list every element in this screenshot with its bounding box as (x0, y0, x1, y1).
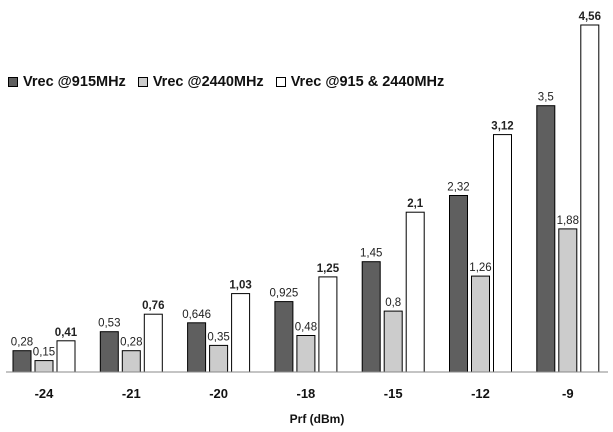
bar-s0-c5 (449, 195, 468, 373)
bar-s0-c4 (361, 261, 381, 373)
legend-item-915: Vrec @915MHz (8, 74, 126, 90)
bar-s0-c0 (12, 350, 32, 373)
data-label-s2-c1: 0,76 (142, 300, 164, 312)
bar-s1-c5 (471, 275, 490, 373)
bars-group: 0,280,150,410,530,280,760,6460,351,030,9… (11, 11, 601, 373)
legend-item-combined: Vrec @915 & 2440MHz (275, 74, 445, 90)
x-tick-label-3: -18 (297, 386, 316, 401)
legend-label-2440: Vrec @2440MHz (152, 74, 264, 90)
x-tick-labels: -24 -21 -20 -18 -15 -12 -9 (35, 386, 574, 401)
bar-s2-c2 (231, 293, 251, 373)
legend-swatch-915 (8, 77, 18, 87)
data-label-s0-c6: 3,5 (538, 92, 554, 104)
data-label-s0-c3: 0,925 (270, 288, 299, 300)
legend-item-2440: Vrec @2440MHz (137, 74, 264, 90)
data-label-s0-c5: 2,32 (447, 182, 469, 194)
bar-s2-c0 (56, 340, 76, 373)
data-label-s1-c5: 1,26 (469, 262, 491, 274)
bar-s1-c3 (296, 335, 316, 373)
data-label-s1-c6: 1,88 (557, 215, 579, 227)
x-tick-label-0: -24 (35, 386, 55, 401)
bar-s1-c2 (209, 344, 229, 373)
bar-s2-c3 (318, 276, 338, 373)
bar-s1-c0 (34, 360, 54, 373)
x-tick-label-4: -15 (384, 386, 403, 401)
data-label-s2-c2: 1,03 (229, 280, 251, 292)
data-label-s0-c0: 0,28 (11, 337, 33, 349)
data-label-s0-c4: 1,45 (360, 248, 382, 260)
data-label-s1-c2: 0,35 (207, 331, 229, 343)
legend: Vrec @915MHz Vrec @2440MHz Vrec @915 & 2… (8, 74, 456, 90)
bar-s1-c1 (121, 350, 141, 373)
data-label-s2-c0: 0,41 (55, 327, 78, 339)
legend-label-915: Vrec @915MHz (23, 74, 126, 90)
x-tick-label-6: -9 (562, 386, 574, 401)
x-tick-label-2: -20 (209, 386, 228, 401)
x-tick-label-5: -12 (471, 386, 490, 401)
data-label-s1-c0: 0,15 (33, 347, 55, 359)
bar-s2-c4 (405, 211, 425, 373)
legend-swatch-combined (275, 77, 286, 87)
data-label-s2-c3: 1,25 (317, 263, 340, 275)
legend-label-combined: Vrec @915 & 2440MHz (290, 74, 445, 90)
bar-s2-c1 (143, 313, 163, 373)
bar-s0-c6 (536, 105, 556, 373)
bar-s0-c2 (187, 322, 207, 373)
legend-swatch-2440 (137, 77, 148, 87)
bar-s0-c3 (274, 301, 294, 373)
x-axis-title: Prf (dBm) (290, 412, 345, 426)
data-label-s2-c5: 3,12 (491, 121, 513, 133)
x-tick-label-1: -21 (122, 386, 141, 401)
data-label-s0-c1: 0,53 (98, 318, 120, 330)
data-label-s2-c6: 4,56 (579, 11, 601, 23)
data-label-s1-c4: 0,8 (385, 297, 401, 309)
bar-s0-c1 (99, 331, 119, 373)
bar-s1-c6 (558, 228, 578, 373)
bar-s2-c6 (580, 24, 600, 373)
data-label-s1-c3: 0,48 (295, 322, 317, 334)
data-label-s1-c1: 0,28 (120, 337, 142, 349)
bar-s1-c4 (383, 310, 403, 373)
data-label-s0-c2: 0,646 (182, 309, 211, 321)
data-label-s2-c4: 2,1 (407, 198, 424, 210)
bar-s2-c5 (493, 134, 512, 373)
